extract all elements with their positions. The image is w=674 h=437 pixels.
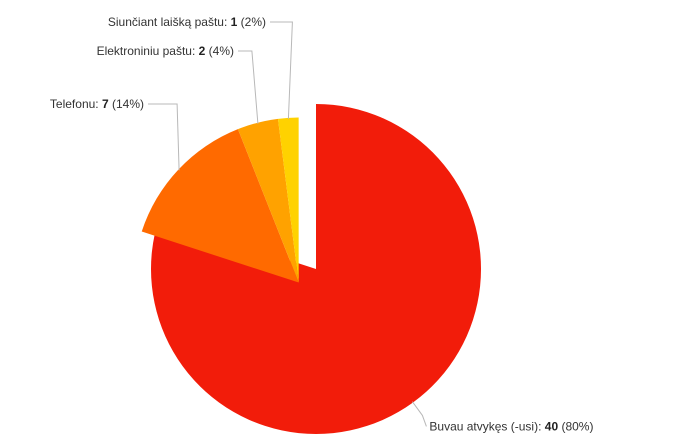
slice-label-siunciant-laiska-pastu: Siunčiant laišką paštu: 1 (2%) (108, 15, 266, 29)
slice-label-value: 1 (231, 15, 238, 29)
leader-line-siunciant-laiska-pastu (270, 21, 293, 119)
leader-line-buvau-atvykes-usi (411, 401, 427, 427)
slice-label-name: Telefonu: (50, 97, 102, 111)
slice-label-value: 2 (199, 44, 206, 58)
slice-label-name: Buvau atvykęs (-usi): (429, 419, 544, 433)
slice-label-telefonu: Telefonu: 7 (14%) (50, 97, 144, 111)
pie-slice-siunciant-laiska-pastu[interactable] (277, 117, 299, 283)
pie-slice-buvau-atvykes-usi[interactable] (151, 104, 482, 435)
pie-labels: Buvau atvykęs (-usi): 40 (80%) Telefonu: … (50, 15, 594, 433)
slice-label-value: 7 (102, 97, 109, 111)
slice-label-elektroniniu-pastu: Elektroniniu paštu: 2 (4%) (97, 44, 234, 58)
pie-slice-elektroniniu-pastu[interactable] (237, 118, 299, 283)
slice-label-percent: (4%) (205, 44, 234, 58)
slice-label-percent: (2%) (237, 15, 266, 29)
pie-slice-telefonu[interactable] (141, 129, 299, 283)
slice-label-value: 40 (545, 419, 559, 433)
slice-label-name: Elektroniniu paštu: (97, 44, 199, 58)
slice-label-name: Siunčiant laišką paštu: (108, 15, 231, 29)
slice-label-buvau-atvykes-usi: Buvau atvykęs (-usi): 40 (80%) (429, 419, 593, 433)
slice-label-percent: (80%) (558, 419, 593, 433)
leader-line-elektroniniu-pastu (238, 50, 259, 124)
pie-slices (141, 104, 482, 435)
slice-label-percent: (14%) (109, 97, 144, 111)
leader-line-telefonu (148, 103, 180, 171)
